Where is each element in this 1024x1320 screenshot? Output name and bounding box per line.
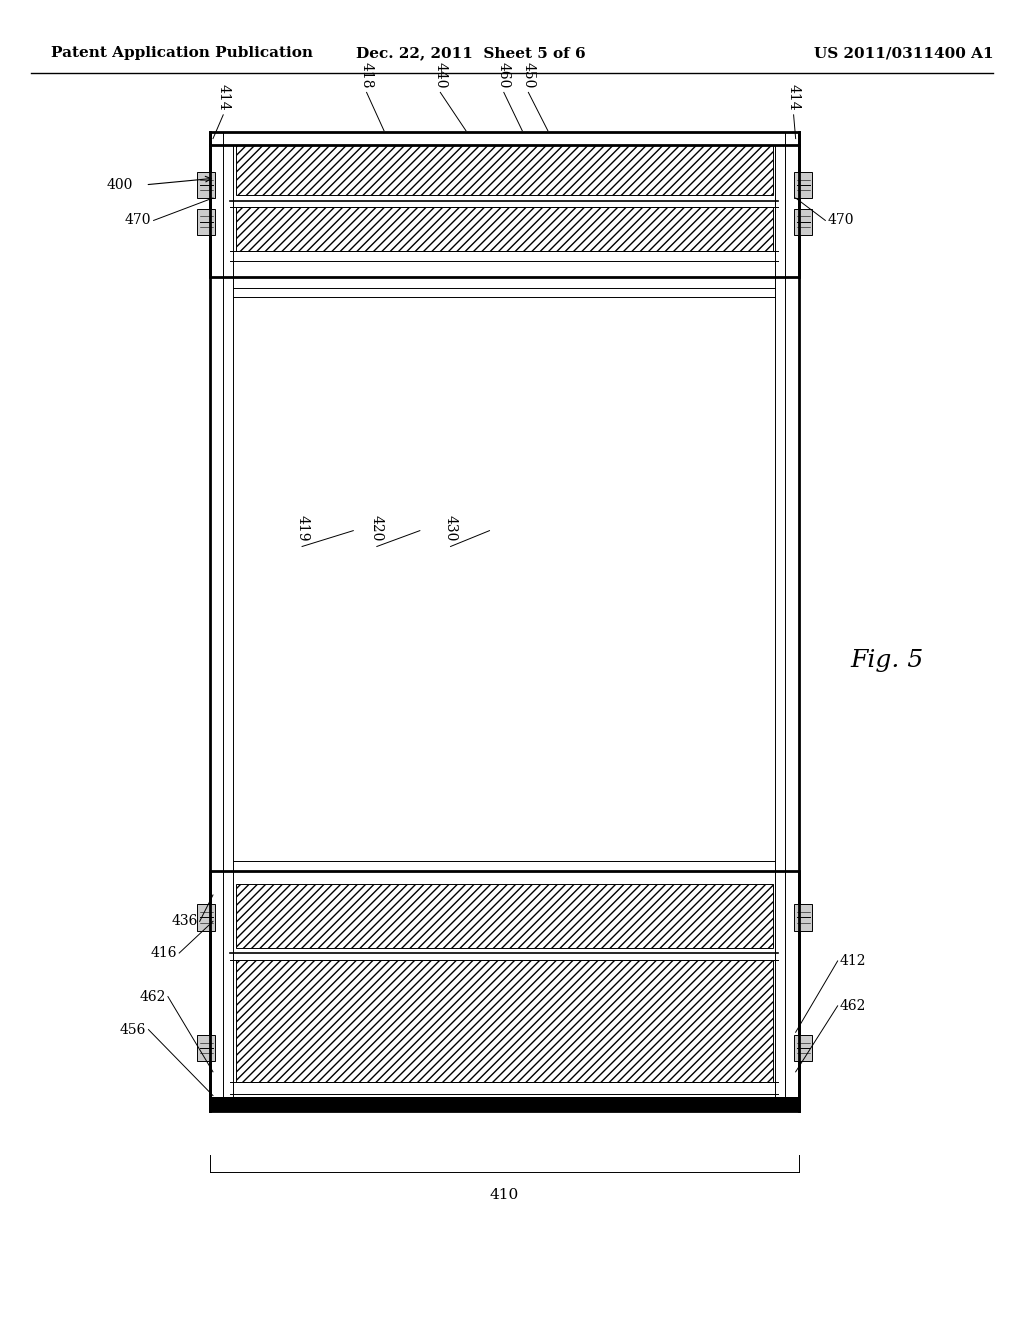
Text: 419: 419 — [295, 515, 309, 541]
Text: 440: 440 — [433, 62, 447, 88]
Text: 430: 430 — [443, 515, 458, 541]
Text: 416: 416 — [151, 946, 177, 960]
Text: Patent Application Publication: Patent Application Publication — [51, 46, 313, 61]
Text: 400: 400 — [106, 178, 133, 191]
Text: 410: 410 — [489, 1188, 519, 1203]
Bar — [794, 209, 812, 235]
Bar — [794, 172, 812, 198]
Bar — [794, 1035, 812, 1061]
Text: Fig. 5: Fig. 5 — [850, 648, 924, 672]
Text: 462: 462 — [139, 990, 166, 1003]
Text: 470: 470 — [125, 214, 152, 227]
Text: 414: 414 — [786, 84, 801, 111]
Bar — [236, 145, 773, 195]
Text: 420: 420 — [370, 515, 384, 541]
Bar — [197, 209, 215, 235]
Text: Dec. 22, 2011  Sheet 5 of 6: Dec. 22, 2011 Sheet 5 of 6 — [356, 46, 586, 61]
Bar — [210, 132, 799, 277]
Bar — [197, 904, 215, 931]
Text: 412: 412 — [840, 954, 866, 968]
Bar — [794, 904, 812, 931]
Bar — [210, 871, 799, 1111]
Text: 450: 450 — [521, 62, 536, 88]
Text: 462: 462 — [840, 999, 866, 1012]
Bar — [236, 207, 773, 251]
Text: 456: 456 — [120, 1023, 146, 1036]
Bar — [210, 1097, 799, 1111]
Bar — [197, 1035, 215, 1061]
Bar — [236, 960, 773, 1082]
Text: 460: 460 — [497, 62, 511, 88]
Bar — [197, 172, 215, 198]
Text: 470: 470 — [827, 214, 854, 227]
Text: 418: 418 — [359, 62, 374, 88]
Text: 414: 414 — [216, 84, 230, 111]
Text: US 2011/0311400 A1: US 2011/0311400 A1 — [814, 46, 993, 61]
Bar — [236, 884, 773, 948]
Text: 436: 436 — [171, 915, 198, 928]
